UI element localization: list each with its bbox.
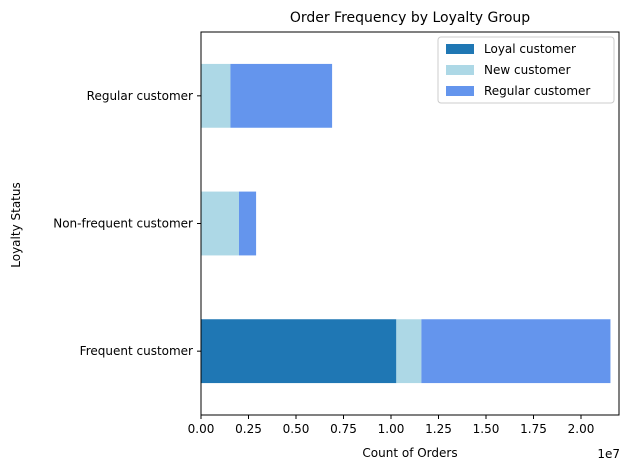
y-tick-label: Non-frequent customer [53,217,193,231]
bar-segment-2-0 [421,319,611,384]
x-tick-label: 0.00 [188,422,215,436]
legend: Loyal customer New customer Regular custom… [437,36,615,104]
legend-swatch-1 [446,65,474,75]
bar-segment-2-2 [230,63,333,128]
y-axis: Frequent customer Non-frequent customer Re… [53,89,201,358]
legend-swatch-0 [446,44,474,54]
bar-segment-2-1 [239,191,257,256]
plot-bars [201,63,611,384]
x-tick-label: 0.75 [330,422,357,436]
y-tick-label: Regular customer [87,89,193,103]
bar-segment-1-1 [201,191,239,256]
x-tick-label: 2.00 [568,422,595,436]
x-axis-offset-label: 1e7 [597,447,620,461]
legend-label-0: Loyal customer [484,42,576,56]
x-axis-label: Count of Orders [362,446,457,460]
y-axis-label: Loyalty Status [9,182,23,267]
legend-swatch-2 [446,86,474,96]
y-tick-label: Frequent customer [80,344,193,358]
x-tick-label: 0.50 [283,422,310,436]
bar-segment-0-0 [201,319,397,384]
bar-segment-1-0 [396,319,422,384]
chart-title: Order Frequency by Loyalty Group [290,10,530,26]
x-tick-label: 1.50 [473,422,500,436]
x-tick-label: 0.25 [235,422,262,436]
bar-segment-1-2 [201,63,231,128]
x-axis: 0.00 0.25 0.50 0.75 1.00 1.25 1.50 1.75 2.00 [188,415,595,436]
legend-box [437,36,615,104]
x-tick-label: 1.25 [425,422,452,436]
legend-label-1: New customer [484,63,571,77]
x-tick-label: 1.75 [520,422,547,436]
legend-label-2: Regular customer [484,84,590,98]
x-tick-label: 1.00 [378,422,405,436]
